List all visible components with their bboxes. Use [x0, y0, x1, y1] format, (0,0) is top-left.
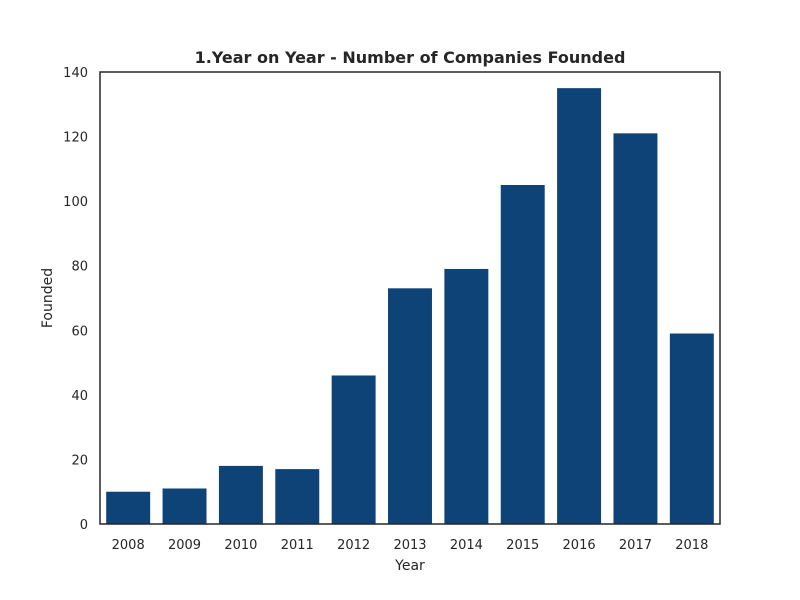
chart-title: 1.Year on Year - Number of Companies Fou…	[195, 48, 626, 67]
bar-2010	[218, 465, 263, 524]
x-tick-label: 2008	[112, 538, 145, 553]
y-tick-label: 40	[71, 389, 88, 404]
x-tick-label: 2016	[563, 538, 596, 553]
y-axis-ticks: 0 20 40 60 80 100 120 140	[63, 66, 88, 533]
y-tick-label: 120	[63, 131, 88, 146]
plot-area-frame	[99, 71, 721, 525]
bars-group	[106, 88, 714, 525]
x-tick-label: 2011	[281, 538, 314, 553]
bar-2012	[331, 375, 376, 524]
y-tick-label: 0	[80, 518, 88, 533]
x-tick-label: 2015	[506, 538, 539, 553]
bar-2009	[162, 488, 207, 524]
bar-2011	[275, 469, 320, 524]
y-tick-label: 100	[63, 195, 88, 210]
y-tick-label: 20	[71, 453, 88, 468]
y-tick-label: 140	[63, 66, 88, 81]
y-axis-label: Founded	[40, 268, 56, 328]
x-tick-label: 2013	[393, 538, 426, 553]
x-tick-label: 2012	[337, 538, 370, 553]
x-axis-ticks: 2008 2009 2010 2011 2012 2013 2014 2015 2016 2017…	[112, 538, 709, 553]
bar-2008	[106, 491, 151, 524]
y-tick-label: 80	[71, 260, 88, 275]
x-tick-label: 2018	[675, 538, 708, 553]
bar-2014	[444, 268, 489, 524]
x-tick-label: 2017	[619, 538, 652, 553]
x-tick-label: 2009	[168, 538, 201, 553]
x-axis-label: Year	[394, 558, 425, 574]
y-tick-label: 60	[71, 324, 88, 339]
bar-2015	[500, 185, 545, 524]
bar-2016	[557, 88, 602, 525]
x-tick-label: 2010	[224, 538, 257, 553]
bar-2018	[669, 333, 714, 524]
bar-2013	[388, 288, 432, 524]
x-tick-label: 2014	[450, 538, 483, 553]
bar-2017	[613, 133, 658, 525]
